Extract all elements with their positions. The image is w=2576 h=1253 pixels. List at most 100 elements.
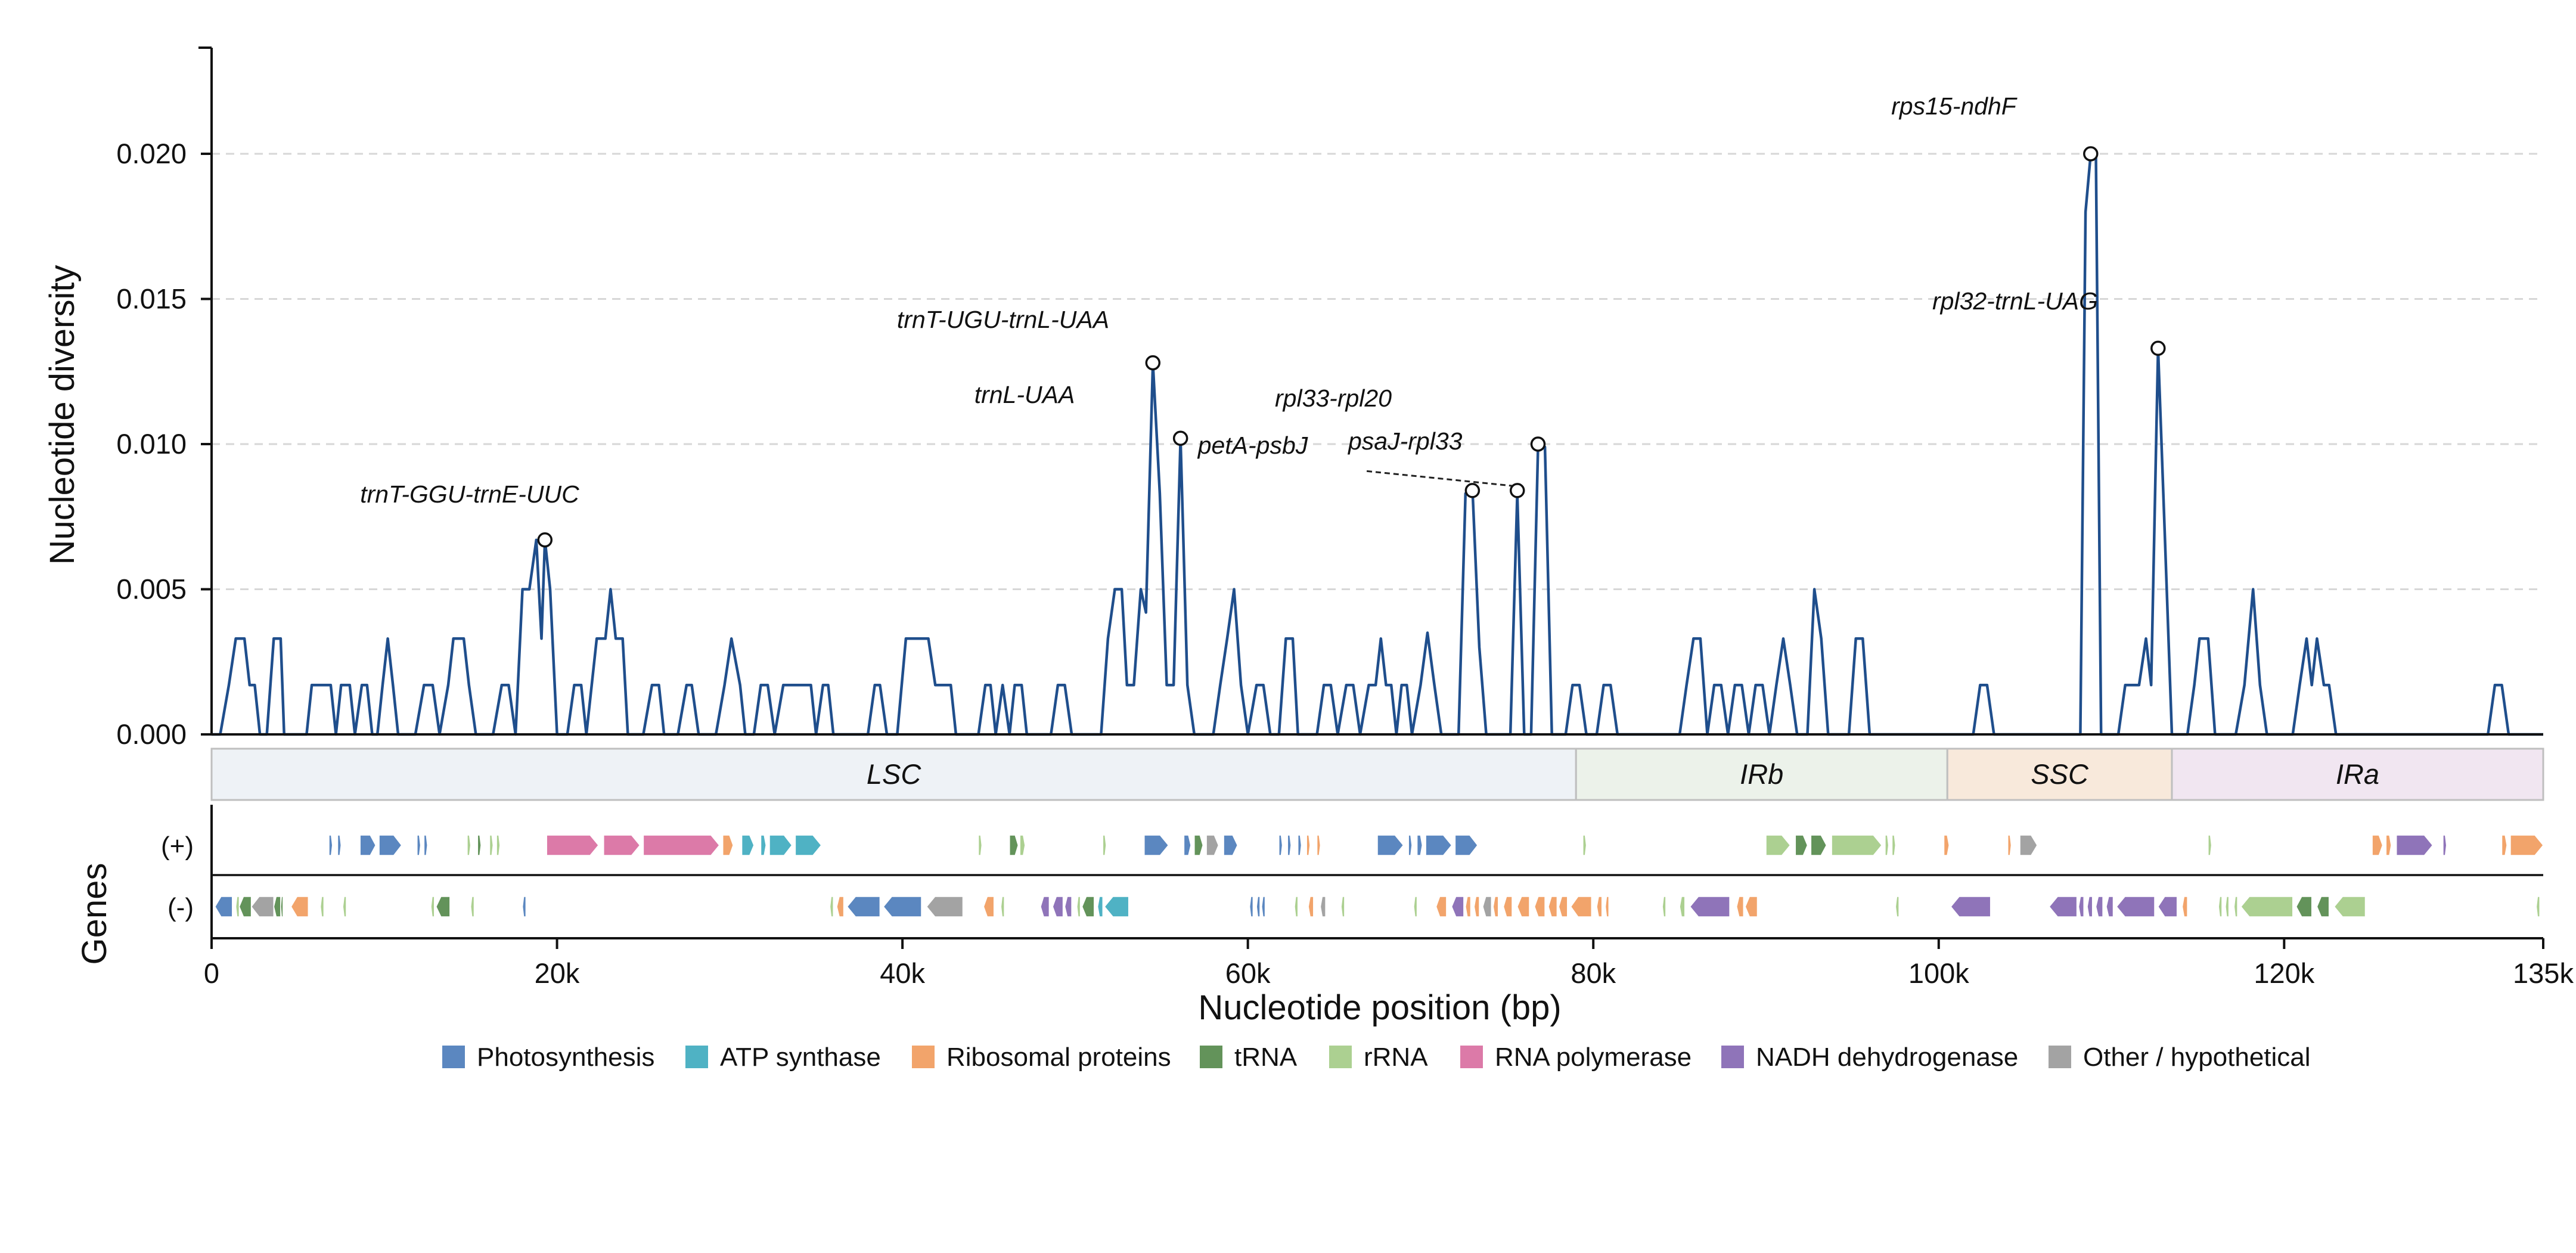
gene-minus — [836, 896, 845, 917]
gene-track: Genes (+) (-) — [75, 805, 2544, 964]
peak-marker — [1172, 430, 1188, 446]
gene-minus — [1950, 896, 1991, 917]
gene-minus — [2225, 896, 2230, 917]
x-tick-label: 100k — [1908, 957, 1969, 989]
gene-plus — [1206, 835, 1219, 856]
gene-minus — [2087, 896, 2093, 917]
gene-minus — [1413, 896, 1418, 917]
gene-minus — [829, 896, 834, 917]
gene-minus — [214, 896, 233, 917]
gene-minus — [1604, 896, 1610, 917]
peak-marker — [537, 532, 553, 548]
gene-plus — [1416, 835, 1423, 856]
gene-minus — [2116, 896, 2155, 917]
plot-axes: 0.000 0.005 0.010 0.015 0.020 Nucleotide dive… — [43, 46, 2543, 750]
gene-plus — [423, 835, 428, 856]
gene-minus — [2333, 896, 2366, 917]
gene-minus — [250, 896, 275, 917]
gene-plus — [2442, 835, 2447, 856]
gene-plus — [1765, 835, 1791, 856]
legend-label: ATP synthase — [720, 1043, 881, 1072]
gene-minus — [2295, 896, 2313, 917]
x-tick-label: 80k — [1571, 957, 1616, 989]
gene-minus — [1064, 896, 1072, 917]
gene-plus — [1019, 835, 1026, 856]
gene-minus — [1689, 896, 1730, 917]
legend-swatch — [1460, 1046, 1483, 1068]
gene-minus — [1465, 896, 1472, 917]
legend-swatch — [1329, 1046, 1352, 1068]
gene-minus — [2095, 896, 2103, 917]
legend-label: Photosynthesis — [477, 1043, 654, 1072]
gene-minus — [883, 896, 922, 917]
gene-plus — [2501, 835, 2507, 856]
legend-swatch — [912, 1046, 935, 1068]
gene-minus — [1745, 896, 1758, 917]
gene-plus — [1408, 835, 1413, 856]
peak-marker — [1509, 483, 1525, 498]
gene-minus — [2106, 896, 2114, 917]
gene-minus — [2157, 896, 2178, 917]
y-tick-label: 0.020 — [116, 138, 187, 169]
gene-plus — [1287, 835, 1292, 856]
gene-plus — [1891, 835, 1897, 856]
gene-minus — [435, 896, 451, 917]
legend-swatch — [2049, 1046, 2071, 1068]
gene-plus — [741, 835, 755, 856]
peak-marker — [1464, 483, 1481, 498]
gene-minus — [2233, 896, 2238, 917]
gene-minus — [1040, 896, 1050, 917]
gene-plus — [2208, 835, 2212, 856]
region-irb — [1575, 748, 1948, 801]
x-axis: 0 20k 40k 60k 80k 100k 120k 135k Nucleotide posi… — [204, 937, 2574, 1027]
gene-plus — [417, 835, 421, 856]
gene-minus — [235, 896, 240, 917]
y-tick-label: 0.005 — [116, 573, 187, 605]
x-tick-label: 40k — [880, 957, 925, 989]
legend-swatch — [442, 1046, 465, 1068]
gene-minus — [1492, 896, 1499, 917]
legend-label: rRNA — [1364, 1043, 1428, 1072]
gene-plus — [1795, 835, 1808, 856]
gridlines — [212, 153, 2543, 590]
gene-minus — [1076, 896, 1081, 917]
gene-minus — [1294, 896, 1299, 917]
region-label: LSC — [867, 758, 921, 790]
legend-label: tRNA — [1234, 1043, 1298, 1072]
gene-plus — [1183, 835, 1191, 856]
region-ira — [2171, 748, 2544, 801]
gene-plus — [2007, 835, 2012, 856]
x-tick-label: 60k — [1225, 957, 1271, 989]
gene-plus — [1377, 835, 1404, 856]
gene-plus — [760, 835, 766, 856]
y-axis-title: Nucleotide diversity — [43, 265, 82, 565]
gene-plus — [1316, 835, 1321, 856]
gene-minus — [2078, 896, 2084, 917]
gene-plus — [2372, 835, 2383, 856]
gene-plus — [977, 835, 983, 856]
strand-minus-label: (-) — [167, 893, 194, 922]
y-tick-label: 0.000 — [116, 718, 187, 750]
gene-minus — [1662, 896, 1666, 917]
y-tick-label: 0.010 — [116, 428, 187, 460]
gene-plus — [477, 835, 482, 856]
gene-plus — [1223, 835, 1239, 856]
gene-minus — [2240, 896, 2293, 917]
gene-plus — [2019, 835, 2038, 856]
gene-plus — [1297, 835, 1302, 856]
x-tick-label: 135k — [2513, 957, 2574, 989]
peak-label: rpl33-rpl20 — [1275, 384, 1392, 412]
legend-swatch — [1200, 1046, 1222, 1068]
peak-label: rps15-ndhF — [1891, 92, 2018, 120]
x-axis-title: Nucleotide position (bp) — [1198, 988, 1561, 1027]
legend-swatch — [685, 1046, 708, 1068]
gene-minus — [2535, 896, 2540, 917]
gene-minus — [1548, 896, 1558, 917]
gene-minus — [522, 896, 527, 917]
peak-label: trnL-UAA — [974, 381, 1075, 408]
peak-label: petA-psbJ — [1197, 432, 1308, 459]
gene-minus — [430, 896, 435, 917]
gene-minus — [290, 896, 309, 917]
gene-minus — [2218, 896, 2223, 917]
